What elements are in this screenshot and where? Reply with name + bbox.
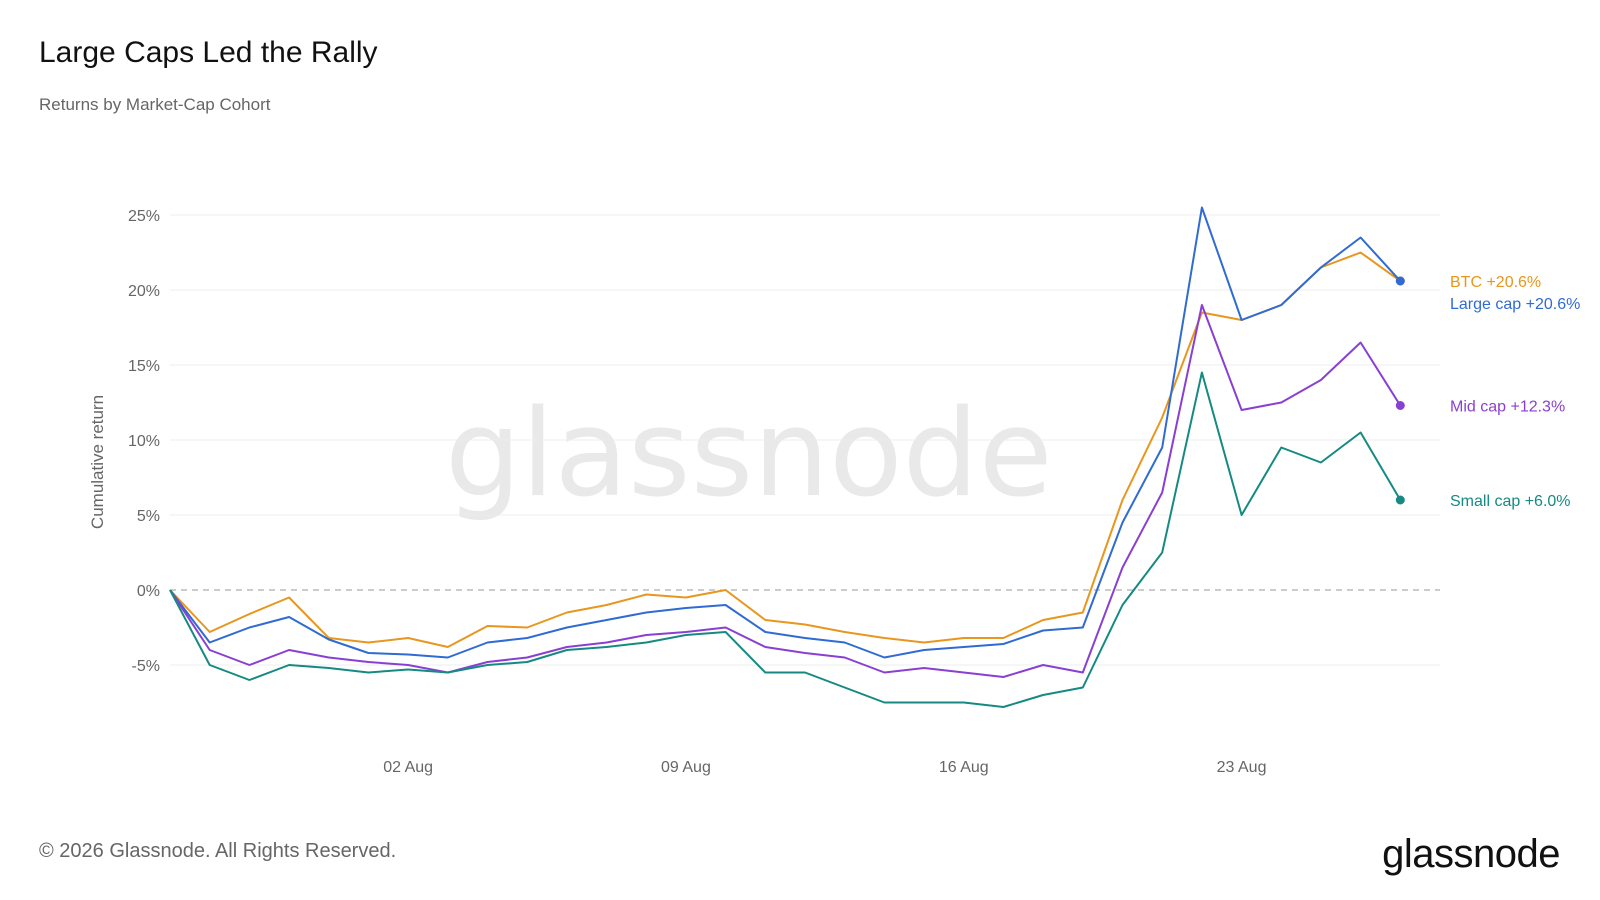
series-end-point — [1395, 495, 1405, 505]
y-axis-label: Cumulative return — [88, 395, 107, 529]
y-axis-ticks: -5% 0% 5% 10% 15% 20% 25% — [128, 208, 160, 675]
chart-subtitle: Returns by Market-Cap Cohort — [39, 95, 271, 114]
chart-title: Large Caps Led the Rally — [39, 36, 378, 69]
series-line-small-cap — [169, 371, 1402, 708]
series-end-point — [1395, 401, 1405, 410]
series-line-mid-cap — [169, 304, 1402, 678]
series-end-label: Mid cap +12.3% — [1450, 399, 1565, 416]
x-tick-label: 23 Aug — [1217, 759, 1267, 776]
end-labels: BTC +20.6% Large cap +20.6% Mid cap +12.3%… — [1450, 274, 1580, 510]
x-axis-ticks: 02 Aug 09 Aug 16 Aug 23 Aug — [383, 759, 1266, 776]
x-tick-label: 02 Aug — [383, 759, 433, 776]
x-tick-label: 16 Aug — [939, 759, 989, 776]
y-tick-label: 0% — [137, 583, 160, 600]
y-tick-label: 15% — [128, 358, 160, 375]
series-line-btc — [169, 251, 1401, 648]
y-tick-label: 20% — [128, 283, 160, 300]
glassnode-logo[interactable]: glassnode — [1382, 832, 1560, 876]
series-end-label: Small cap +6.0% — [1450, 493, 1571, 510]
series-line-large-cap — [169, 206, 1402, 659]
grid-lines — [170, 214, 1440, 666]
series-end-label: Large cap +20.6% — [1450, 296, 1580, 313]
y-tick-label: 10% — [128, 433, 160, 450]
series-end-label: BTC +20.6% — [1450, 274, 1541, 291]
series-lines — [169, 206, 1405, 708]
watermark-text: glassnode — [445, 385, 1053, 524]
x-tick-label: 09 Aug — [661, 759, 711, 776]
y-tick-label: 25% — [128, 208, 160, 225]
copyright-footer: © 2026 Glassnode. All Rights Reserved. — [39, 840, 397, 862]
series-end-point — [1395, 276, 1405, 286]
y-tick-label: -5% — [132, 658, 160, 675]
y-tick-label: 5% — [137, 508, 160, 525]
